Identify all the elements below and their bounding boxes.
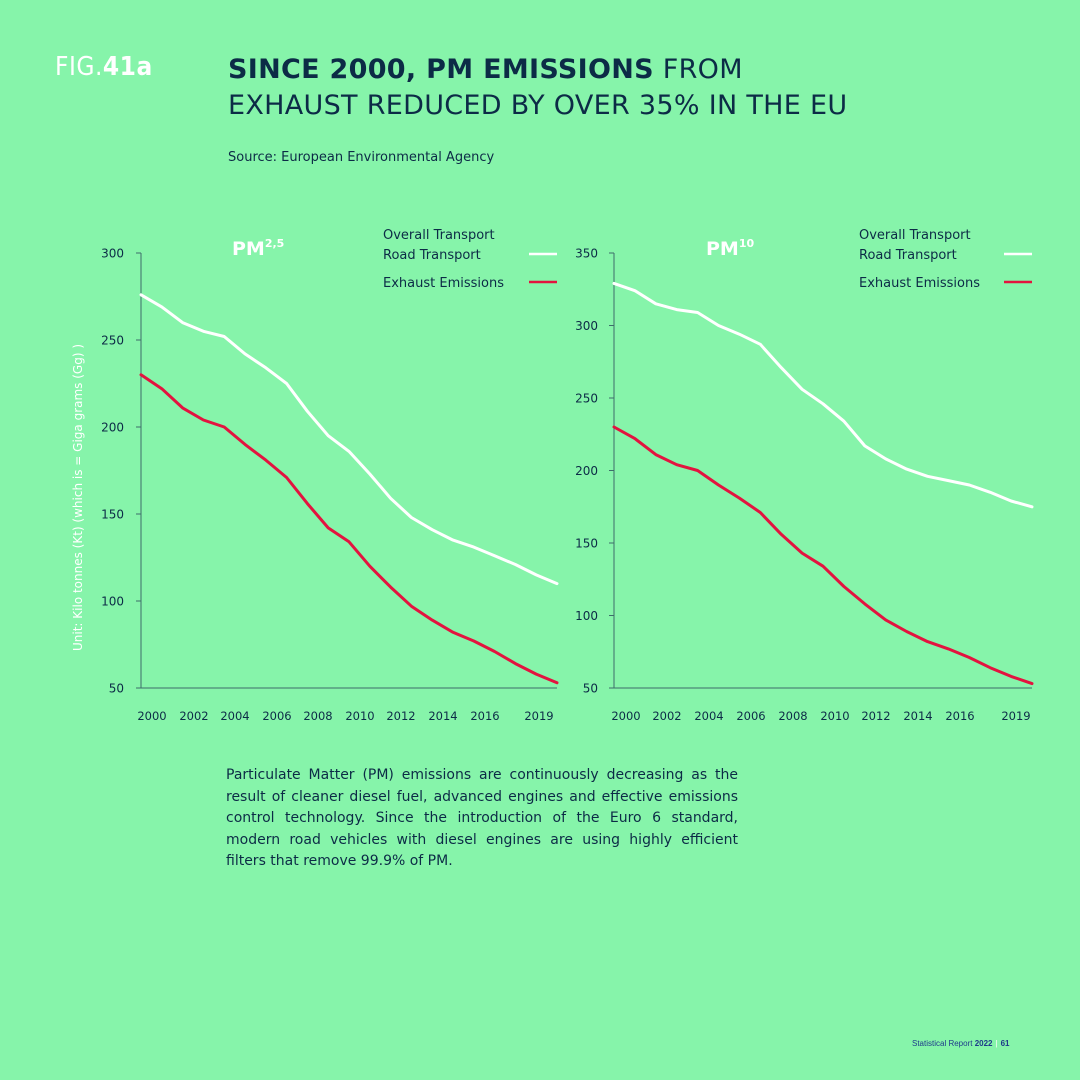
figure-title-bold: SINCE 2000, PM EMISSIONS xyxy=(228,54,654,85)
footer-page: 61 xyxy=(1000,1039,1010,1048)
series-line-road-transport xyxy=(612,281,1034,509)
y-tick-label: 350 xyxy=(575,247,598,261)
x-tick-label: 2002 xyxy=(652,709,681,723)
chart-title: PM2,5 xyxy=(232,237,284,260)
y-tick-label: 150 xyxy=(575,537,598,551)
x-tick-label: 2014 xyxy=(903,709,932,723)
y-tick-label: 50 xyxy=(109,682,124,696)
x-tick-label: 2010 xyxy=(820,709,849,723)
chart-title-superscript: 2,5 xyxy=(265,237,285,250)
series-line-exhaust-emissions xyxy=(139,373,559,685)
figure-label: FIG.41a xyxy=(55,52,153,82)
y-tick-label: 150 xyxy=(101,508,124,522)
figure-title-rest: FROM EXHAUST REDUCED BY OVER 35% IN THE … xyxy=(228,54,848,121)
x-tick-label: 2004 xyxy=(220,709,249,723)
y-tick-label: 100 xyxy=(575,609,598,623)
x-tick-label: 2016 xyxy=(945,709,974,723)
chart-pm25: 300 250 200 150 100 50 2000 2002 2004 2006 2008 201… xyxy=(101,228,559,723)
figure-label-prefix: FIG. xyxy=(55,52,103,82)
series-line-road-transport xyxy=(139,293,559,586)
footer-separator: | xyxy=(995,1039,998,1048)
y-tick-label: 250 xyxy=(101,334,124,348)
source-note: Source: European Environmental Agency xyxy=(228,150,495,165)
legend-label-road-line1: Overall Transport xyxy=(859,228,971,243)
x-tick-label: 2006 xyxy=(736,709,765,723)
legend-label-exhaust: Exhaust Emissions xyxy=(859,276,980,291)
description-paragraph: Particulate Matter (PM) emissions are co… xyxy=(226,767,738,869)
x-tick-label: 2000 xyxy=(611,709,640,723)
legend-label-road-line2: Road Transport xyxy=(859,248,957,263)
page-footer: Statistical Report 2022 | 61 xyxy=(912,1039,1009,1048)
x-tick-label: 2006 xyxy=(262,709,291,723)
legend-label-road-line1: Overall Transport xyxy=(383,228,495,243)
x-tick-label: 2010 xyxy=(345,709,374,723)
figure-title: SINCE 2000, PM EMISSIONS FROM EXHAUST RE… xyxy=(228,52,868,124)
footer-year: 2022 xyxy=(974,1039,993,1048)
y-tick-label: 50 xyxy=(583,682,598,696)
y-tick-label: 250 xyxy=(575,392,598,406)
x-tick-label: 2016 xyxy=(470,709,499,723)
y-tick-label: 200 xyxy=(575,464,598,478)
x-tick-label: 2012 xyxy=(386,709,415,723)
x-tick-label: 2012 xyxy=(861,709,890,723)
legend-label-exhaust: Exhaust Emissions xyxy=(383,276,504,291)
chart-title: PM10 xyxy=(706,237,754,260)
x-tick-label: 2008 xyxy=(778,709,807,723)
charts-svg: Unit: Kilo tonnes (Kt) (which is = Giga … xyxy=(71,228,1034,723)
x-tick-label: 2002 xyxy=(179,709,208,723)
y-tick-label: 300 xyxy=(101,247,124,261)
y-tick-label: 100 xyxy=(101,595,124,609)
x-tick-label: 2014 xyxy=(428,709,457,723)
x-tick-label: 2019 xyxy=(1001,709,1030,723)
y-tick-label: 200 xyxy=(101,421,124,435)
footer-report: Statistical Report xyxy=(912,1039,975,1048)
chart-pm10: 350 300 250 200 150 100 50 2000 2002 2004 2006 2008… xyxy=(575,228,1034,723)
x-tick-label: 2019 xyxy=(524,709,553,723)
y-tick-label: 300 xyxy=(575,319,598,333)
x-tick-label: 2008 xyxy=(303,709,332,723)
series-line-exhaust-emissions xyxy=(612,425,1034,686)
chart-title-superscript: 10 xyxy=(739,237,755,250)
legend-label-road-line2: Road Transport xyxy=(383,248,481,263)
x-tick-label: 2000 xyxy=(137,709,166,723)
figure-label-number: 41a xyxy=(102,52,153,82)
x-tick-label: 2004 xyxy=(694,709,723,723)
y-axis-label: Unit: Kilo tonnes (Kt) (which is = Giga … xyxy=(71,344,85,651)
